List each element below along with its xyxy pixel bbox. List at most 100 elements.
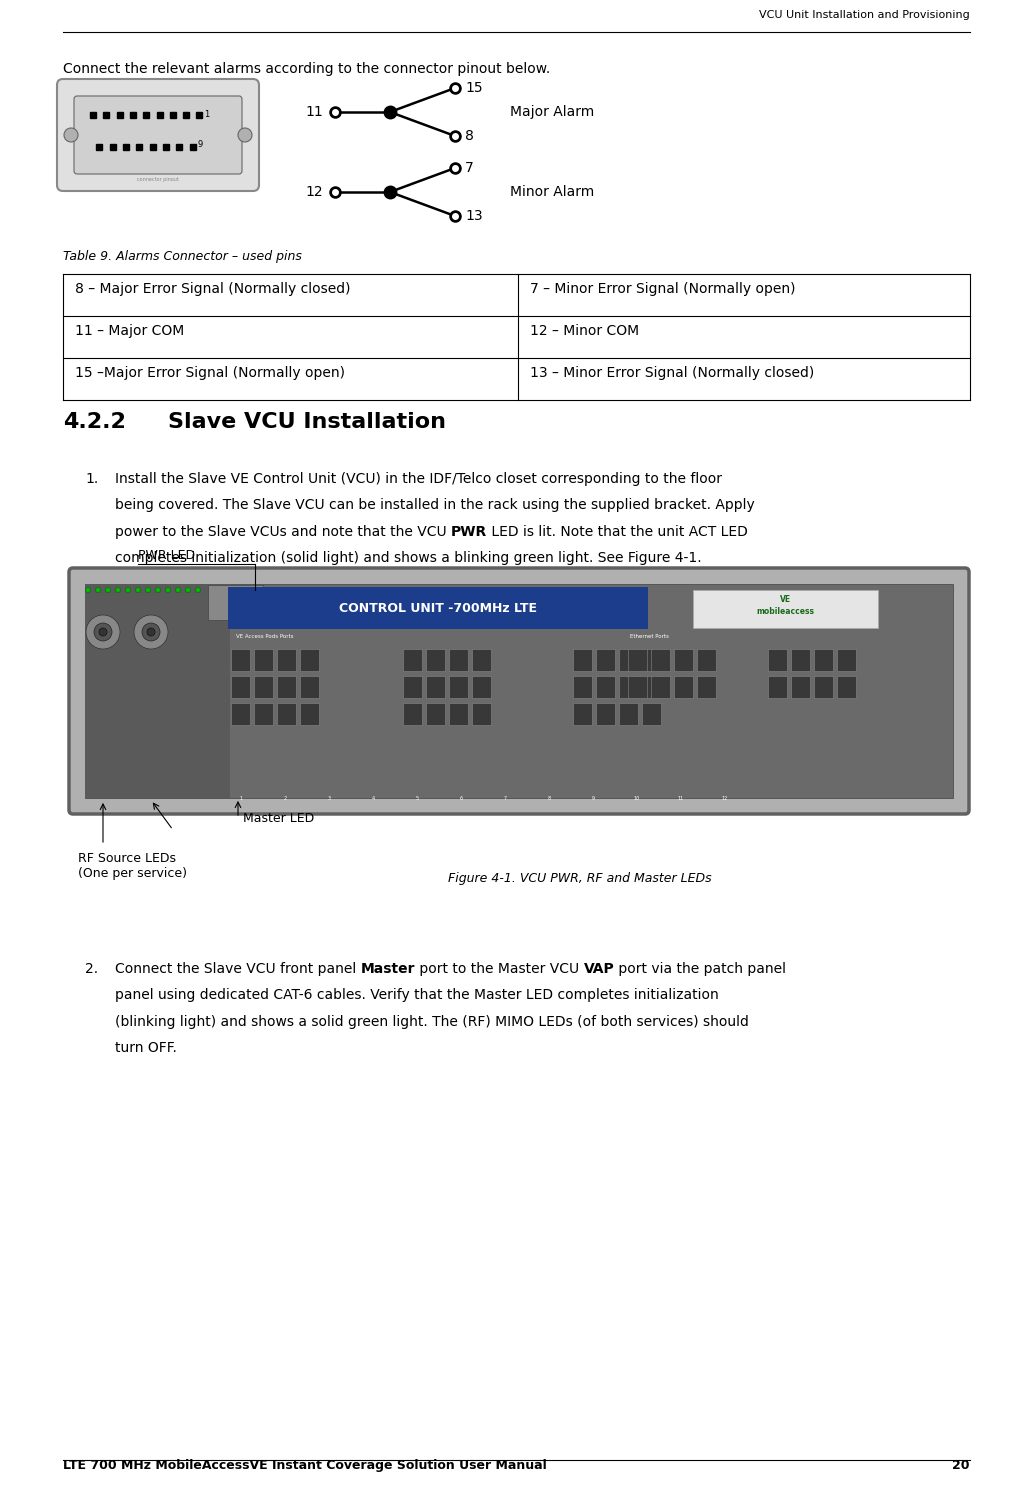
Text: Connect the relevant alarms according to the connector pinout below.: Connect the relevant alarms according to… <box>63 61 550 76</box>
Circle shape <box>106 587 110 593</box>
Text: 9: 9 <box>198 140 203 149</box>
Bar <box>642 704 661 725</box>
Text: PWR: PWR <box>451 524 487 539</box>
Text: 12 – Minor COM: 12 – Minor COM <box>530 324 639 338</box>
Bar <box>642 675 661 698</box>
Text: Connect the Slave VCU front panel: Connect the Slave VCU front panel <box>115 962 361 976</box>
Bar <box>228 587 648 629</box>
Bar <box>277 648 296 671</box>
Bar <box>628 675 647 698</box>
Text: PWR LED: PWR LED <box>138 548 195 562</box>
Text: turn OFF.: turn OFF. <box>115 1041 177 1055</box>
Text: RF Source LEDs
(One per service): RF Source LEDs (One per service) <box>78 852 187 880</box>
Text: 9: 9 <box>591 796 594 801</box>
Bar <box>619 704 638 725</box>
Bar <box>449 675 468 698</box>
Text: Minor Alarm: Minor Alarm <box>510 185 594 199</box>
Circle shape <box>135 616 168 648</box>
Text: mobileaccess: mobileaccess <box>756 607 814 616</box>
Bar <box>596 704 615 725</box>
Bar <box>619 648 638 671</box>
Bar <box>651 648 671 671</box>
Bar <box>449 648 468 671</box>
Bar <box>426 675 445 698</box>
FancyBboxPatch shape <box>74 96 242 173</box>
Circle shape <box>175 587 180 593</box>
Text: 8: 8 <box>547 796 550 801</box>
Text: Ethernet Ports: Ethernet Ports <box>630 633 668 639</box>
Text: 13 – Minor Error Signal (Normally closed): 13 – Minor Error Signal (Normally closed… <box>530 366 814 379</box>
Circle shape <box>125 587 130 593</box>
Circle shape <box>99 627 107 636</box>
Circle shape <box>115 587 120 593</box>
Text: 3: 3 <box>327 796 330 801</box>
Bar <box>472 675 491 698</box>
Circle shape <box>64 128 78 142</box>
Bar <box>791 648 810 671</box>
Text: 1: 1 <box>205 111 210 120</box>
Text: 2: 2 <box>283 796 286 801</box>
Bar <box>208 586 263 620</box>
Bar <box>277 675 296 698</box>
Circle shape <box>86 587 91 593</box>
Text: VCU Unit Installation and Provisioning: VCU Unit Installation and Provisioning <box>759 10 970 19</box>
Bar <box>231 704 250 725</box>
Text: 11 – Major COM: 11 – Major COM <box>75 324 184 338</box>
Text: connector pinout: connector pinout <box>138 176 179 182</box>
Text: 5: 5 <box>416 796 419 801</box>
Text: 7: 7 <box>465 161 474 175</box>
Circle shape <box>165 587 170 593</box>
Bar <box>254 675 273 698</box>
Bar <box>768 648 787 671</box>
Bar <box>642 648 661 671</box>
Bar <box>403 675 422 698</box>
Text: Slave VCU Installation: Slave VCU Installation <box>168 412 446 432</box>
Text: VE: VE <box>780 596 791 605</box>
Bar <box>300 675 319 698</box>
Bar <box>674 648 693 671</box>
Text: power to the Slave VCUs and note that the VCU: power to the Slave VCUs and note that th… <box>115 524 451 539</box>
Bar <box>596 648 615 671</box>
Text: 6: 6 <box>460 796 463 801</box>
Text: Install the Slave VE Control Unit (VCU) in the IDF/Telco closet corresponding to: Install the Slave VE Control Unit (VCU) … <box>115 472 722 486</box>
Text: 7 – Minor Error Signal (Normally open): 7 – Minor Error Signal (Normally open) <box>530 282 796 296</box>
Text: VE Access Pods Ports: VE Access Pods Ports <box>236 633 293 639</box>
Text: CONTROL UNIT -700MHz LTE: CONTROL UNIT -700MHz LTE <box>339 602 537 614</box>
Text: 11: 11 <box>306 105 323 120</box>
Text: panel using dedicated CAT-6 cables. Verify that the Master LED completes initial: panel using dedicated CAT-6 cables. Veri… <box>115 989 718 1002</box>
Text: 4.2.2: 4.2.2 <box>63 412 126 432</box>
Circle shape <box>94 623 112 641</box>
Circle shape <box>136 587 141 593</box>
Text: 20: 20 <box>953 1460 970 1472</box>
Circle shape <box>185 587 191 593</box>
Bar <box>837 675 856 698</box>
Text: Master LED: Master LED <box>243 811 314 825</box>
Text: 8: 8 <box>465 128 474 143</box>
Bar <box>791 675 810 698</box>
Bar <box>254 704 273 725</box>
Text: 8 – Major Error Signal (Normally closed): 8 – Major Error Signal (Normally closed) <box>75 282 351 296</box>
Text: 12: 12 <box>721 796 729 801</box>
Bar <box>277 704 296 725</box>
Bar <box>403 648 422 671</box>
Text: LTE 700 MHz MobileAccessVE Instant Coverage Solution User Manual: LTE 700 MHz MobileAccessVE Instant Cover… <box>63 1460 547 1472</box>
Text: 13: 13 <box>465 209 483 223</box>
Text: LED is lit. Note that the unit ACT LED: LED is lit. Note that the unit ACT LED <box>487 524 748 539</box>
Text: Major Alarm: Major Alarm <box>510 105 594 120</box>
Text: being covered. The Slave VCU can be installed in the rack using the supplied bra: being covered. The Slave VCU can be inst… <box>115 499 755 512</box>
Text: 10: 10 <box>634 796 640 801</box>
Text: 12: 12 <box>306 185 323 199</box>
Circle shape <box>156 587 161 593</box>
Bar <box>814 675 833 698</box>
Bar <box>837 648 856 671</box>
Text: 1: 1 <box>239 796 243 801</box>
Bar <box>231 648 250 671</box>
Bar <box>300 704 319 725</box>
Text: Figure 4-1. VCU PWR, RF and Master LEDs: Figure 4-1. VCU PWR, RF and Master LEDs <box>447 872 711 884</box>
Bar <box>814 648 833 671</box>
Text: 4: 4 <box>372 796 375 801</box>
Text: (blinking light) and shows a solid green light. The (RF) MIMO LEDs (of both serv: (blinking light) and shows a solid green… <box>115 1014 749 1029</box>
Bar <box>300 648 319 671</box>
Bar <box>85 584 230 798</box>
FancyBboxPatch shape <box>57 79 259 191</box>
